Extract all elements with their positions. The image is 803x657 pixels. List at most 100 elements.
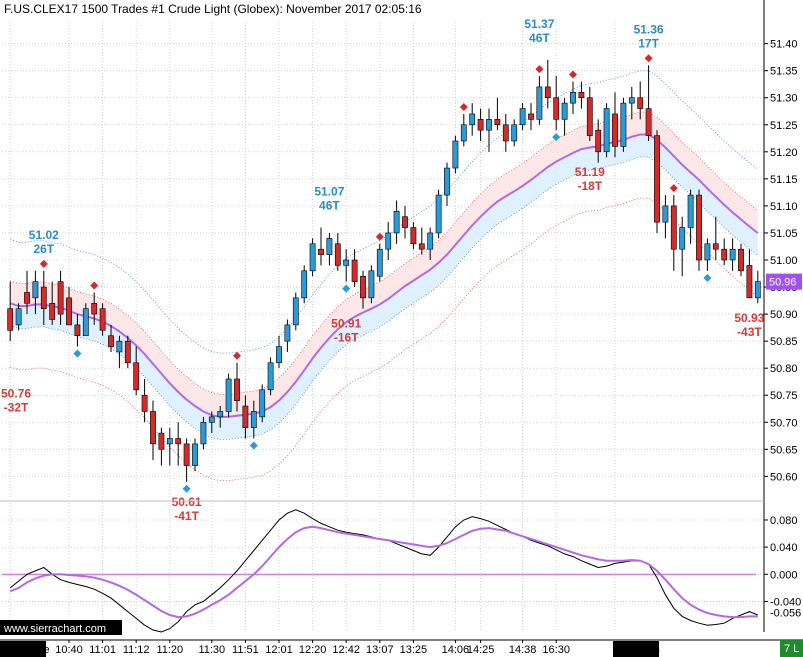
candle	[318, 227, 324, 266]
candle-body	[292, 297, 299, 326]
y-tick-label: 51.25	[770, 120, 798, 132]
x-tick-label: 13:07	[366, 644, 394, 656]
candle	[670, 195, 677, 271]
y-tick-label: 51.15	[770, 174, 798, 186]
candle-body	[486, 119, 492, 131]
candle-body	[15, 308, 22, 326]
x-tick-label: 16:30	[542, 644, 570, 656]
candle	[570, 81, 576, 114]
candle	[528, 103, 534, 131]
swing-annotation-price: 50.93	[734, 311, 764, 325]
swing-high-marker	[233, 351, 241, 360]
candle	[679, 216, 686, 277]
candle	[628, 86, 635, 120]
upper-band-fill	[10, 112, 758, 417]
x-axis-strip	[0, 640, 803, 657]
candle	[234, 362, 240, 412]
swing-annotation-ticks: -18T	[577, 179, 602, 193]
swing-high-marker	[569, 70, 577, 79]
candle-body	[444, 167, 450, 196]
y-tick-label: 50.90	[770, 309, 798, 321]
candle	[116, 335, 123, 369]
swing-low-marker	[552, 133, 561, 142]
x-tick-label: 12:01	[265, 644, 293, 656]
candle-body	[586, 97, 593, 136]
candle	[326, 232, 333, 266]
y-tick-label: 51.20	[770, 147, 798, 159]
candle	[343, 249, 350, 282]
candle-body	[360, 275, 366, 299]
candle-body	[393, 211, 400, 234]
swing-annotation-price: 50.61	[172, 495, 202, 509]
candle-body	[326, 238, 333, 255]
candle-body	[712, 243, 719, 250]
candle-body	[729, 248, 736, 261]
candle	[502, 113, 509, 152]
swing-low-marker	[249, 441, 258, 450]
candle-body	[544, 86, 551, 99]
candle-body	[301, 270, 308, 299]
candle	[259, 384, 266, 423]
candle	[586, 86, 593, 141]
osc-last-value: -0.056	[770, 607, 801, 619]
swing-high-marker	[90, 281, 99, 290]
candle-body	[687, 194, 694, 228]
candle	[385, 222, 392, 260]
candle-body	[679, 227, 686, 250]
swing-annotations: 51.0226T50.76-32T50.61-41T51.0746T50.91-…	[1, 17, 765, 523]
candle	[108, 324, 114, 352]
candle-body	[351, 259, 358, 282]
candle	[200, 416, 207, 450]
oscillator-grid	[2, 503, 764, 632]
candle	[301, 265, 308, 304]
candle-body	[654, 135, 660, 223]
osc-tick-label: 0.040	[770, 542, 798, 554]
candle-body	[418, 243, 425, 250]
candle	[469, 103, 476, 136]
swing-low-marker	[73, 349, 82, 358]
swing-annotation-ticks: -43T	[737, 325, 762, 339]
y-tick-label: 51.35	[770, 66, 798, 78]
swing-annotation-price: 50.76	[1, 387, 31, 401]
corner-badge: 7 L	[780, 640, 803, 657]
y-tick-label: 50.70	[770, 417, 798, 429]
candle	[519, 103, 526, 131]
candle-body	[192, 443, 198, 466]
candle	[360, 270, 366, 309]
swing-annotation-ticks: -32T	[4, 401, 29, 415]
x-tick-label: 11:30	[198, 644, 225, 656]
candle-body	[704, 243, 711, 261]
candle-body	[561, 102, 568, 120]
candle	[637, 81, 644, 120]
x-tick-label: 10-12 Th	[616, 644, 660, 656]
candle	[654, 130, 660, 233]
candle	[595, 119, 602, 163]
candlestick-series	[7, 59, 761, 482]
swing-high-marker	[535, 65, 544, 74]
candle-body	[259, 389, 266, 418]
candle-body	[24, 292, 30, 304]
candle	[276, 335, 282, 369]
osc-tick-label: 0.080	[770, 515, 798, 527]
candle-body	[57, 281, 64, 315]
swing-low-marker	[342, 284, 351, 293]
candle	[687, 189, 694, 244]
candle	[82, 303, 89, 337]
candle	[746, 249, 753, 299]
candle-body	[309, 243, 316, 272]
chart-title: F.US.CLEX17 1500 Trades #1 Crude Light (…	[4, 2, 422, 16]
candle	[393, 200, 400, 244]
candle-body	[696, 194, 702, 261]
oscillator-series	[2, 509, 758, 633]
candle-body	[570, 92, 576, 104]
lower-outer-band	[10, 197, 759, 481]
candle-body	[452, 140, 459, 169]
candle	[15, 303, 22, 331]
x-tick-label: 14:38	[509, 644, 537, 656]
candle-body	[620, 102, 627, 147]
candle	[292, 292, 299, 331]
x-tick-label: 14:25	[467, 644, 495, 656]
candle	[175, 422, 182, 466]
